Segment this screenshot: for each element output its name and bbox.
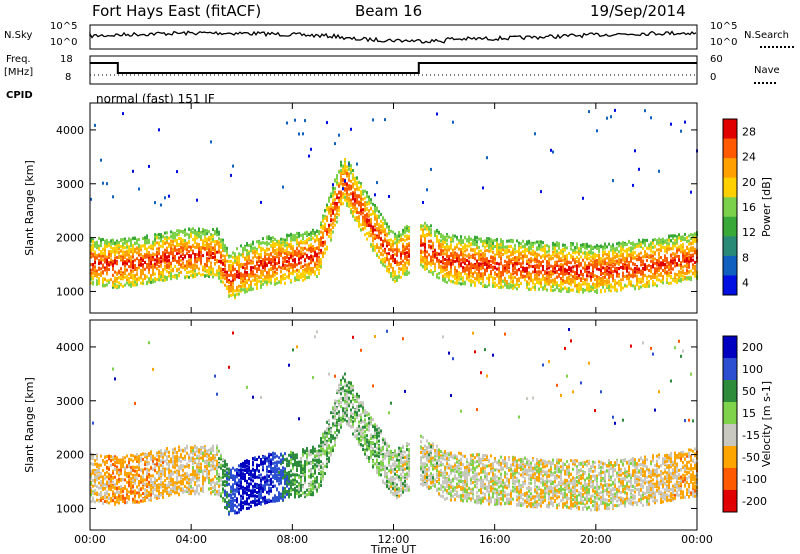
- colorbar-segment: [723, 197, 737, 218]
- y-tick-label: 2000: [56, 232, 84, 245]
- x-tick-label: 20:00: [580, 533, 612, 546]
- nsky-panel-frame: [89, 24, 698, 50]
- x-tick-label: 00:00: [681, 533, 713, 546]
- x-tick-label: 04:00: [175, 533, 207, 546]
- freq-tick-high: 18: [60, 54, 73, 65]
- colorbar-segment: [723, 275, 737, 296]
- cpid-label: CPID: [6, 90, 33, 101]
- colorbar-tick-label: -50: [742, 451, 760, 464]
- nave-label: Nave: [754, 65, 780, 76]
- colorbar-tick-label: -100: [742, 473, 767, 486]
- colorbar-label: Velocity [m s-1]: [760, 381, 773, 467]
- colorbar-tick-label: 24: [742, 151, 756, 164]
- colorbar-segment: [723, 358, 737, 381]
- colorbar-tick-label: 8: [742, 251, 749, 264]
- freq-tick-low: 8: [65, 72, 72, 83]
- colorbar-tick-label: 16: [742, 201, 756, 214]
- beam-label: Beam 16: [355, 2, 423, 20]
- nsearch-tick-high: 10^5: [710, 21, 738, 32]
- colorbar-frame: [722, 335, 738, 513]
- colorbar-frame: [722, 118, 738, 296]
- nsearch-label: N.Search: [744, 30, 790, 41]
- colorbar-segment: [723, 119, 737, 140]
- colorbar-segment: [723, 490, 737, 513]
- nsearch-tick-low: 10^0: [710, 37, 738, 48]
- colorbar-segment: [723, 255, 737, 276]
- nave-tick-high: 60: [710, 54, 723, 65]
- freq-line: [90, 62, 697, 74]
- colorbar-segment: [723, 446, 737, 469]
- colorbar-tick-label: 15: [742, 407, 756, 420]
- colorbar-tick-label: 200: [742, 341, 763, 354]
- colorbar-segment: [723, 138, 737, 159]
- y-tick-label: 4000: [56, 124, 84, 137]
- nsky-tick-low: 10^0: [50, 37, 78, 48]
- y-tick-label: 3000: [56, 178, 84, 191]
- nave-tick-low: 0: [710, 72, 717, 83]
- colorbar-segment: [723, 216, 737, 237]
- x-tick-label: 16:00: [479, 533, 511, 546]
- freq-unit: [MHz]: [4, 67, 34, 78]
- nave-dotted-line: [754, 82, 776, 84]
- y-tick-label: 1000: [56, 502, 84, 515]
- date-label: 19/Sep/2014: [590, 2, 686, 20]
- x-tick-label: 00:00: [74, 533, 106, 546]
- colorbar-segment: [723, 177, 737, 198]
- freq-panel-frame: [89, 55, 698, 85]
- colorbar-segment: [723, 424, 737, 447]
- nsearch-dotted-line: [760, 46, 794, 48]
- heatmap-cells: [90, 328, 698, 516]
- colorbar-tick-label: 12: [742, 226, 756, 239]
- nsky-label: N.Sky: [4, 30, 33, 41]
- y-tick-label: 4000: [56, 341, 84, 354]
- y-tick-label: 3000: [56, 395, 84, 408]
- colorbar-segment: [723, 236, 737, 257]
- freq-label: Freq.: [6, 54, 31, 65]
- colorbar-tick-label: -200: [742, 495, 767, 508]
- colorbar-tick-label: 4: [742, 276, 749, 289]
- nsky-trace: [89, 30, 697, 44]
- colorbar-tick-label: -15: [742, 429, 760, 442]
- x-tick-label: 12:00: [378, 533, 410, 546]
- colorbar-tick-label: 20: [742, 176, 756, 189]
- y-tick-label: 1000: [56, 285, 84, 298]
- heatmap-cells: [90, 108, 698, 300]
- colorbar-segment: [723, 158, 737, 179]
- y-tick-label: 2000: [56, 449, 84, 462]
- y-axis-label: Slant Range [km]: [23, 377, 36, 473]
- y-axis-label: Slant Range [km]: [23, 160, 36, 256]
- nsky-tick-high: 10^5: [50, 21, 78, 32]
- x-tick-label: 08:00: [276, 533, 308, 546]
- colorbar-tick-label: 50: [742, 385, 756, 398]
- colorbar-segment: [723, 402, 737, 425]
- colorbar-segment: [723, 336, 737, 359]
- colorbar-segment: [723, 468, 737, 491]
- station-title: Fort Hays East (fitACF): [92, 2, 262, 20]
- colorbar-segment: [723, 380, 737, 403]
- x-axis-label: Time UT: [370, 543, 416, 554]
- colorbar-label: Power [dB]: [760, 177, 773, 237]
- colorbar-tick-label: 28: [742, 126, 756, 139]
- colorbar-tick-label: 100: [742, 363, 763, 376]
